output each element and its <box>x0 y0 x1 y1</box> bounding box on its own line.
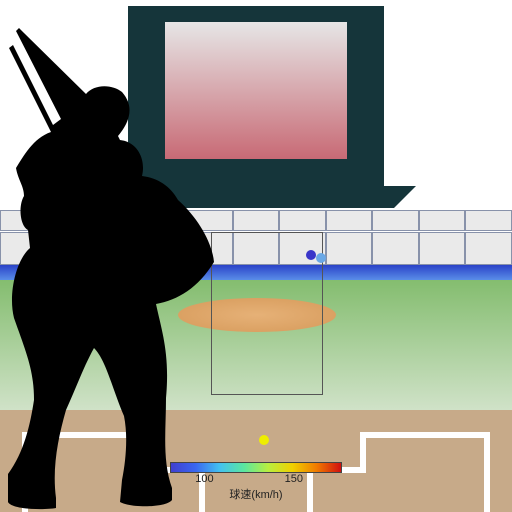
legend-tick-label: 150 <box>285 473 303 485</box>
chalk-line <box>360 432 366 472</box>
legend-axis-label: 球速(km/h) <box>170 486 342 502</box>
speed-legend: 100 150 球速(km/h) <box>170 462 342 502</box>
legend-gradient-bar <box>170 462 342 473</box>
batter-silhouette-icon <box>0 28 239 512</box>
pitch-point <box>259 435 269 445</box>
legend-tick-label: 100 <box>195 473 213 485</box>
legend-ticks: 100 150 <box>170 473 342 487</box>
pitch-point <box>306 250 316 260</box>
pitch-point <box>316 253 326 263</box>
chalk-line <box>360 432 490 438</box>
chalk-line <box>484 432 490 512</box>
pitch-location-chart: 100 150 球速(km/h) <box>0 0 512 512</box>
